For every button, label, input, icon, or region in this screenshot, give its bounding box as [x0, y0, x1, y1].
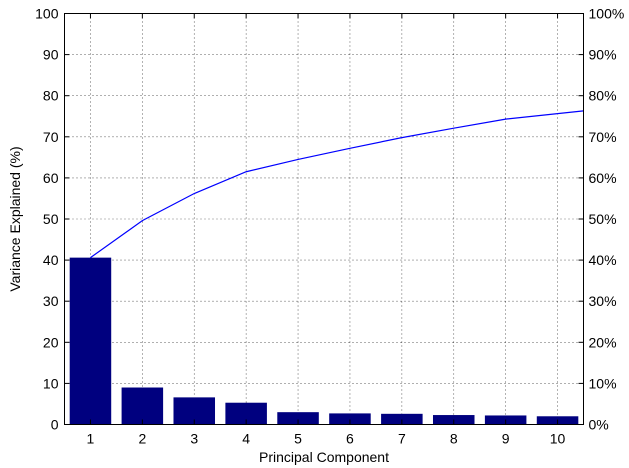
bar-pc-2 [121, 387, 164, 425]
y2-tick-label: 60% [589, 170, 617, 186]
y-tick-label: 90 [43, 47, 59, 63]
bar-pc-4 [225, 402, 267, 425]
y2-tick-label: 30% [589, 293, 617, 309]
y2-tick-label: 0% [589, 417, 609, 433]
y2-tick-label: 80% [589, 88, 617, 104]
x-tick-label: 2 [138, 431, 146, 447]
y-tick-label: 70 [43, 129, 59, 145]
y-tick-label: 60 [43, 170, 59, 186]
x-tick-label: 5 [294, 431, 302, 447]
x-tick-label: 8 [450, 431, 458, 447]
y2-tick-label: 100% [589, 6, 625, 22]
y-axis-label: Variance Explained (%) [7, 146, 23, 291]
y-tick-label: 0 [51, 417, 59, 433]
bar-series [69, 257, 579, 425]
y-tick-label: 30 [43, 293, 59, 309]
y2-tick-label: 50% [589, 211, 617, 227]
x-tick-label: 1 [87, 431, 95, 447]
tick-labels: 0 10 20 30 40 50 60 70 80 90 100 0% 10% 20% 30% 40% 50% 6… [35, 6, 624, 447]
y2-tick-label: 10% [589, 375, 617, 391]
x-tick-label: 3 [190, 431, 198, 447]
x-axis-label: Principal Component [259, 449, 389, 465]
axis-ticks [64, 13, 584, 425]
y-tick-label: 20 [43, 334, 59, 350]
bar-pc-1 [69, 257, 112, 425]
x-tick-label: 6 [346, 431, 354, 447]
grid-lines [64, 13, 584, 425]
y-tick-label: 50 [43, 211, 59, 227]
plot-frame [64, 13, 584, 425]
y2-tick-label: 20% [589, 334, 617, 350]
x-tick-label: 9 [502, 431, 510, 447]
y-tick-label: 80 [43, 88, 59, 104]
x-tick-label: 10 [550, 431, 566, 447]
bar-pc-5 [277, 412, 319, 425]
x-tick-label: 4 [242, 431, 250, 447]
y2-tick-label: 90% [589, 47, 617, 63]
cumulative-line-series [90, 110, 584, 259]
bar-pc-7 [381, 413, 423, 425]
y-tick-label: 100 [35, 6, 59, 22]
y2-tick-label: 70% [589, 129, 617, 145]
y-tick-label: 10 [43, 375, 59, 391]
x-tick-label: 7 [398, 431, 406, 447]
y2-tick-label: 40% [589, 252, 617, 268]
cumulative-line [90, 110, 584, 259]
y-tick-label: 40 [43, 252, 59, 268]
bar-pc-6 [329, 413, 371, 425]
